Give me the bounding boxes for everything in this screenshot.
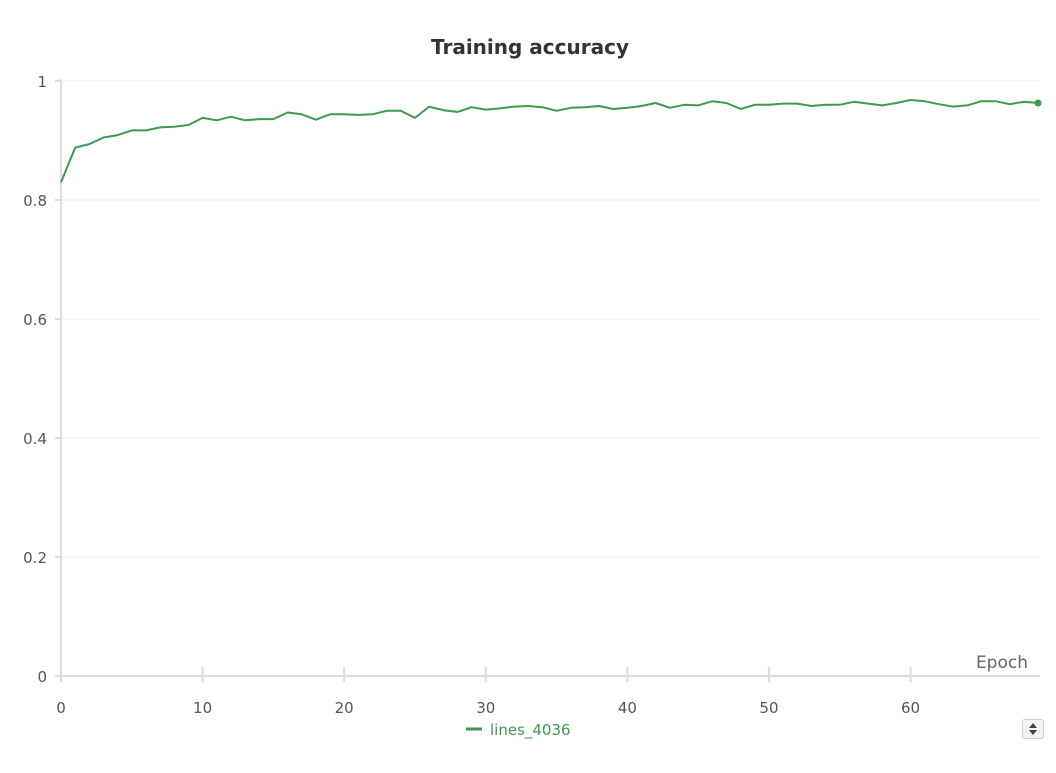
down-arrow-icon (1029, 730, 1037, 735)
series-end-marker[interactable] (1034, 99, 1042, 107)
x-tick-label: 60 (901, 699, 920, 717)
axes (60, 79, 1040, 677)
x-axis-ticks: 0 10 20 30 40 50 60 (56, 667, 920, 717)
grid-lines (61, 80, 1040, 558)
up-arrow-icon (1029, 723, 1037, 728)
y-tick-label: 0.6 (23, 311, 47, 329)
x-tick-label: 10 (193, 699, 212, 717)
y-tick-label: 0.2 (23, 549, 47, 567)
x-tick-label: 0 (56, 699, 66, 717)
y-axis-ticks: 0 0.2 0.4 0.6 0.8 1 (23, 73, 61, 686)
legend-label[interactable]: lines_4036 (490, 721, 571, 740)
x-tick-label: 40 (618, 699, 637, 717)
y-tick-label: 0.4 (23, 430, 47, 448)
series-line[interactable] (60, 99, 1039, 183)
chart-title: Training accuracy (431, 35, 629, 59)
x-axis-label: Epoch (976, 653, 1028, 673)
y-tick-label: 1 (37, 73, 47, 91)
x-tick-label: 50 (759, 699, 778, 717)
x-tick-label: 30 (476, 699, 495, 717)
series-layer (60, 99, 1042, 183)
legend: lines_4036 (466, 721, 571, 740)
y-tick-label: 0.8 (23, 192, 47, 210)
x-tick-label: 20 (335, 699, 354, 717)
y-tick-label: 0 (37, 668, 47, 686)
legend-scroll-button[interactable] (1022, 719, 1044, 739)
